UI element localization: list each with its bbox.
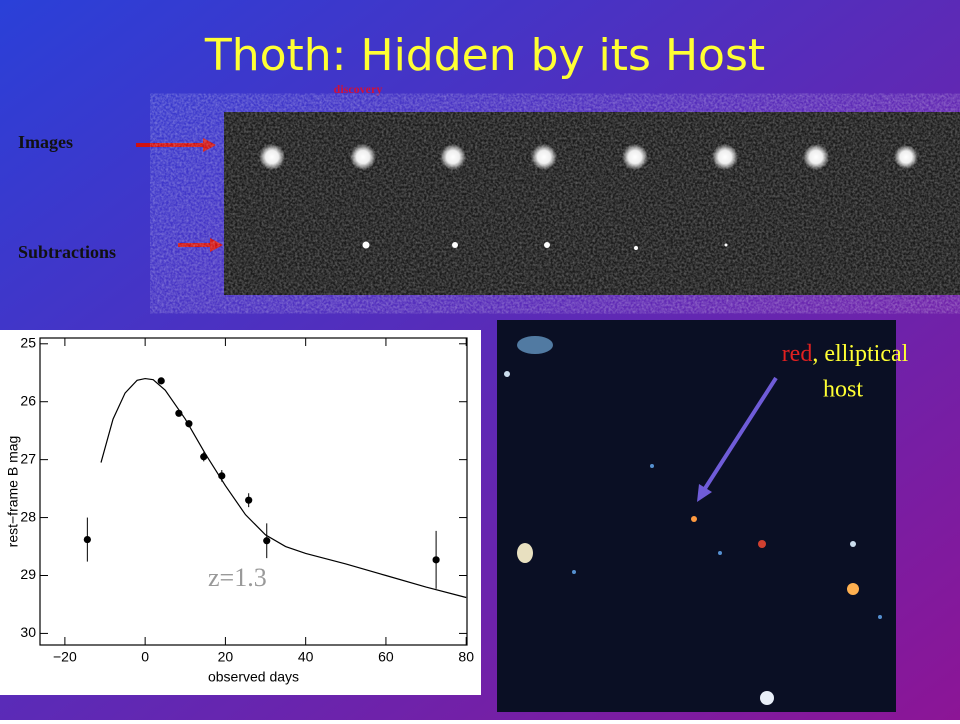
host-label-red: red [782,341,813,367]
y-tick-label: 26 [20,392,36,408]
data-point [83,535,91,544]
host-label: red, elliptical [782,341,909,367]
x-tick-label: 20 [218,649,234,665]
fit-line [100,377,467,599]
host-arrow [702,376,778,492]
slide-title: Thoth: Hidden by its Host [204,30,765,81]
plot-frame [39,337,468,646]
data-point [185,420,193,428]
data-point [200,453,208,461]
data-point [175,409,183,417]
data-point [263,537,271,545]
y-tick-label: 30 [20,624,36,640]
host-arrow-head [697,484,712,502]
image-strip [224,112,960,295]
data-point [157,377,165,385]
x-axis-label: observed days [208,669,299,685]
row-label: Subtractions [18,242,116,262]
x-tick-label: 0 [141,649,149,665]
y-axis-label: rest−frame B mag [5,436,21,548]
x-tick-label: 60 [378,649,394,665]
discovery-label: discovery [334,82,383,96]
y-tick-label: 25 [20,334,36,350]
y-tick-label: 28 [20,508,36,524]
data-point [218,472,226,480]
y-tick-label: 27 [20,450,36,466]
y-tick-label: 29 [20,566,36,582]
data-point [245,496,253,504]
chart-panel [0,330,481,695]
host-image [497,320,896,712]
x-tick-label: 80 [458,649,474,665]
red-arrows [136,138,223,252]
host-label-text: , elliptical [812,341,908,367]
host-label-line2: host [823,377,863,403]
x-tick-label: 40 [298,649,314,665]
x-tick-label: −20 [53,649,77,665]
annotation: z=1.3 [208,563,267,592]
data-point [432,556,440,564]
row-label: Images [18,132,73,152]
